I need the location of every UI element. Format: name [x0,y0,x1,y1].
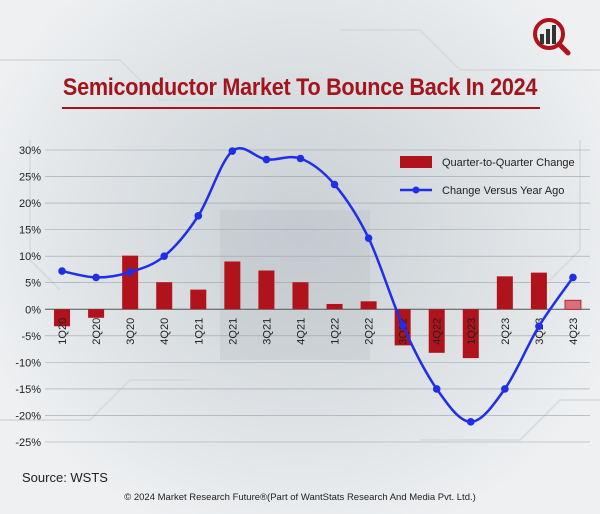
yoy-point-4Q22 [432,385,441,393]
yoy-line [61,147,574,424]
legend: Quarter-to-Quarter Change Change Versus … [400,156,575,197]
x-axis-ticks: 1Q20 2Q20 3Q20 4Q20 1Q21 2Q21 3Q21 4Q21 1Q22 2Q22… [57,318,580,345]
yoy-point-3Q22 [398,321,407,330]
bar-4Q22 [428,309,445,353]
bar-4Q20 [156,282,173,310]
yoy-point-2Q21 [228,147,237,155]
y-tick-label: 0% [25,304,41,316]
legend-bar-swatch [400,156,432,168]
yoy-point-1Q20 [58,267,66,275]
bar-3Q21 [258,270,275,310]
x-tick-label: 1Q23 [466,318,478,345]
gridlines [45,149,590,443]
x-tick-label: 4Q23 [568,318,580,345]
bar-4Q23 [564,299,582,310]
x-tick-label: 2Q21 [227,318,239,345]
y-tick-label: 25% [19,172,41,184]
bar-1Q23 [462,309,479,359]
bar-3Q23 [530,272,547,310]
chart-title: Semiconductor Market To Bounce Back In 2… [62,74,538,101]
x-tick-label: 1Q21 [193,318,205,345]
x-tick-label: 1Q20 [57,318,69,345]
x-tick-label: 2Q22 [364,318,376,345]
bar-3Q20 [122,255,139,310]
y-tick-label: 30% [19,145,41,157]
yoy-point-1Q23 [466,418,475,426]
bar-2Q20 [88,309,105,318]
copyright-note: © 2024 Market Research Future®(Part of W… [124,492,476,503]
bar-1Q21 [190,289,207,310]
yoy-point-3Q21 [262,155,271,164]
y-tick-label: -20% [15,410,41,422]
y-tick-label: -5% [21,331,41,343]
x-tick-label: 2Q20 [91,318,103,345]
bar-1Q20 [54,309,71,327]
yoy-point-2Q20 [92,273,100,282]
y-tick-label: 5% [25,278,41,290]
yoy-point-4Q23 [569,273,577,282]
legend-line-marker [412,186,420,194]
x-tick-label: 1Q22 [330,318,342,345]
yoy-point-1Q21 [194,212,203,220]
x-tick-label: 3Q20 [125,318,137,345]
yoy-point-4Q21 [296,154,305,163]
y-tick-label: 20% [19,198,41,210]
y-tick-label: 10% [19,251,41,263]
legend-bar-label: Quarter-to-Quarter Change [442,157,575,169]
yoy-point-2Q23 [501,385,509,393]
bar-1Q22 [326,303,343,310]
legend-line-label: Change Versus Year Ago [442,185,564,197]
y-tick-label: -25% [15,437,41,449]
bar-2Q21 [224,261,241,310]
y-axis-ticks: 30% 25% 20% 15% 10% 5% 0% -5% -10% -15% -20% -25% [15,145,41,449]
line-series [58,147,577,426]
bar-2Q22 [360,301,377,310]
bar-2Q23 [496,276,513,310]
yoy-point-2Q22 [364,234,373,242]
bar-4Q21 [292,282,309,310]
x-tick-label: 4Q20 [159,318,171,345]
y-tick-label: 15% [19,225,41,237]
yoy-point-1Q22 [330,180,339,189]
x-tick-label: 4Q21 [295,318,307,345]
x-tick-label: 4Q22 [432,318,444,345]
yoy-point-3Q23 [535,322,543,331]
source-note: Source: WSTS [22,470,108,485]
title-underline [62,107,540,109]
mrfr-logo-icon [533,18,571,56]
x-tick-label: 2Q23 [500,318,512,345]
y-tick-label: -10% [15,357,41,369]
yoy-point-4Q20 [160,252,169,260]
y-tick-label: -15% [15,384,41,396]
yoy-point-3Q20 [126,268,134,276]
x-tick-label: 3Q21 [261,318,273,345]
